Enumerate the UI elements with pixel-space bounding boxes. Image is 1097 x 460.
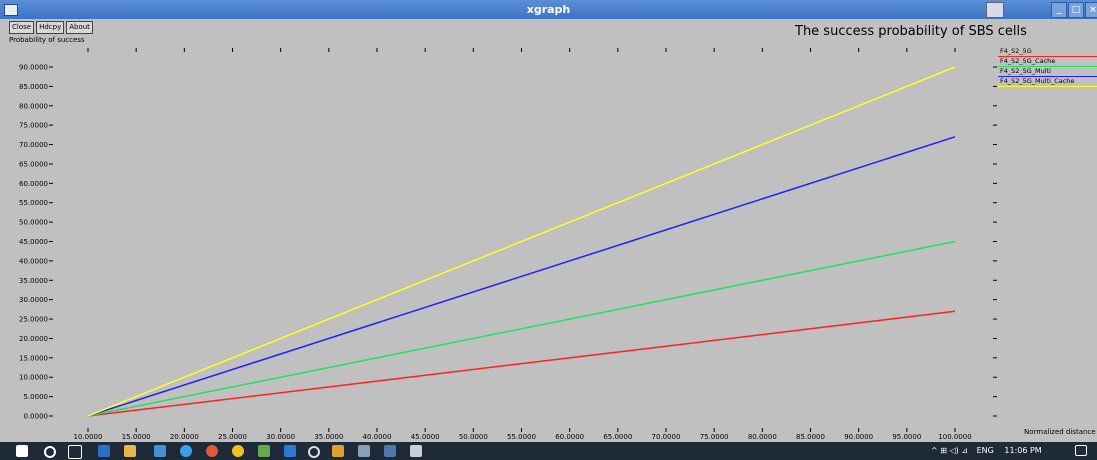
- x-tick-label: 90.0000: [844, 433, 873, 441]
- x-tick-label: 30.0000: [266, 433, 295, 441]
- y-tick-label: 5.0000: [24, 393, 49, 401]
- about-button[interactable]: About: [66, 21, 93, 34]
- y-axis-label: Probability of success: [9, 36, 85, 44]
- system-tray: ^ ⊞ ◁) ⊿ ENG 11:06 PM: [931, 446, 1042, 455]
- y-tick-label: 25.0000: [19, 316, 48, 324]
- window-titlebar: xgraph _ □ ×: [0, 0, 1097, 19]
- legend-entry: F4_S2_5G_Cache: [998, 57, 1097, 67]
- x-tick-label: 20.0000: [170, 433, 199, 441]
- x-tick-label: 10.0000: [74, 433, 103, 441]
- app-icon[interactable]: [308, 446, 320, 458]
- clock[interactable]: 11:06 PM: [1004, 446, 1042, 455]
- y-tick-label: 90.0000: [19, 64, 48, 72]
- file-explorer-icon[interactable]: [124, 445, 136, 457]
- x-tick-label: 80.0000: [748, 433, 777, 441]
- legend-label: F4_S2_5G_Cache: [1000, 57, 1056, 65]
- legend-swatch: [998, 76, 1097, 77]
- x-tick-label: 75.0000: [700, 433, 729, 441]
- legend-swatch: [998, 66, 1097, 67]
- x-tick-label: 95.0000: [892, 433, 921, 441]
- y-tick-label: 60.0000: [19, 180, 48, 188]
- chart-title: The success probability of SBS cells: [795, 24, 1027, 39]
- maximize-icon[interactable]: □: [1068, 2, 1084, 18]
- x-tick-label: 70.0000: [652, 433, 681, 441]
- x-tick-label: 50.0000: [459, 433, 488, 441]
- language-indicator[interactable]: ENG: [976, 446, 994, 455]
- terminal-icon[interactable]: [98, 445, 110, 457]
- app-icon[interactable]: [358, 445, 370, 457]
- legend-entry: F4_S2_5G_Multi_Cache: [998, 77, 1097, 87]
- app-icon[interactable]: [258, 445, 270, 457]
- legend-label: F4_S2_5G_Multi_Cache: [1000, 77, 1075, 85]
- app-icon[interactable]: [332, 445, 344, 457]
- y-tick-label: 80.0000: [19, 102, 48, 110]
- close-button[interactable]: Close: [9, 21, 35, 34]
- search-icon[interactable]: [44, 446, 56, 458]
- y-tick-label: 0.0000: [24, 413, 49, 421]
- y-tick-label: 75.0000: [19, 122, 48, 130]
- chrome-icon[interactable]: [232, 445, 244, 457]
- series-line-f4-s2-5g-cache: [87, 240, 956, 417]
- x-tick-label: 40.0000: [363, 433, 392, 441]
- y-tick-label: 85.0000: [19, 83, 48, 91]
- x-tick-label: 25.0000: [218, 433, 247, 441]
- desktop-switch-icon[interactable]: [986, 2, 1004, 18]
- x-axis-label: Normalized distance: [1024, 428, 1096, 436]
- y-tick-label: 50.0000: [19, 219, 48, 227]
- legend-swatch: [998, 86, 1097, 87]
- y-tick-label: 70.0000: [19, 141, 48, 149]
- hardcopy-button[interactable]: Hdcpy: [36, 21, 65, 34]
- series-line-f4-s2-5g-multi: [87, 136, 956, 417]
- legend-label: F4_S2_5G_Multi: [1000, 67, 1051, 75]
- y-tick-label: 65.0000: [19, 160, 48, 168]
- y-tick-label: 15.0000: [19, 354, 48, 362]
- start-icon[interactable]: [16, 445, 28, 457]
- x-tick-label: 35.0000: [314, 433, 343, 441]
- window-controls: _ □ ×: [1051, 2, 1097, 18]
- window-menu-icon[interactable]: [4, 4, 18, 16]
- legend: F4_S2_5G F4_S2_5G_Cache F4_S2_5G_Multi F…: [998, 47, 1097, 87]
- browser-icon[interactable]: [180, 445, 192, 457]
- series-line-f4-s2-5g: [87, 310, 956, 417]
- y-tick-label: 45.0000: [19, 238, 48, 246]
- y-tick-label: 40.0000: [19, 257, 48, 265]
- x-tick-label: 55.0000: [507, 433, 536, 441]
- plot-area: 0.0000 5.0000 10.0000 15.0000 20.0000 25.0000…: [19, 48, 997, 441]
- window-title: xgraph: [526, 3, 571, 16]
- x-tick-label: 100.0000: [938, 433, 971, 441]
- app-icon[interactable]: [384, 445, 396, 457]
- app-icon[interactable]: [154, 445, 166, 457]
- y-tick-label: 30.0000: [19, 296, 48, 304]
- legend-swatch: [998, 56, 1097, 57]
- legend-label: F4_S2_5G: [1000, 47, 1032, 55]
- y-tick-label: 35.0000: [19, 277, 48, 285]
- notifications-icon[interactable]: [1075, 445, 1087, 456]
- task-view-icon[interactable]: [68, 445, 82, 459]
- x-tick-label: 60.0000: [555, 433, 584, 441]
- x-tick-label: 85.0000: [796, 433, 825, 441]
- media-icon[interactable]: [206, 445, 218, 457]
- legend-entry: F4_S2_5G: [998, 47, 1097, 57]
- y-tick-label: 55.0000: [19, 199, 48, 207]
- minimize-icon[interactable]: _: [1051, 2, 1067, 18]
- series-line-f4-s2-5g-multi-cache: [87, 66, 956, 417]
- y-tick-label: 10.0000: [19, 374, 48, 382]
- xgraph-toolbar: Close Hdcpy About: [9, 21, 93, 34]
- legend-entry: F4_S2_5G_Multi: [998, 67, 1097, 77]
- y-tick-label: 20.0000: [19, 335, 48, 343]
- xgraph-task-icon[interactable]: [410, 445, 422, 457]
- close-icon[interactable]: ×: [1085, 2, 1097, 18]
- tray-symbols[interactable]: ^ ⊞ ◁) ⊿: [931, 446, 969, 455]
- x-tick-label: 65.0000: [603, 433, 632, 441]
- x-tick-label: 45.0000: [411, 433, 440, 441]
- x-tick-label: 15.0000: [122, 433, 151, 441]
- taskbar: ^ ⊞ ◁) ⊿ ENG 11:06 PM: [0, 442, 1097, 460]
- word-icon[interactable]: [284, 445, 296, 457]
